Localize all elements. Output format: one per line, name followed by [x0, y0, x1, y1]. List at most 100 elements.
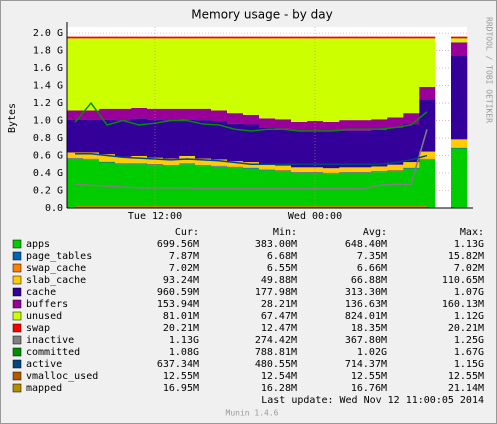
area-segment: [387, 170, 404, 172]
area-segment: [451, 139, 468, 148]
area-segment: [339, 120, 356, 131]
area-segment: [243, 38, 260, 115]
area-segment: [323, 131, 340, 169]
legend-stat: 16.28M: [261, 383, 297, 394]
area-segment: [275, 128, 292, 166]
legend-stat: 12.55M: [448, 371, 484, 382]
area-segment: [179, 36, 196, 39]
area-segment: [323, 36, 340, 39]
area-segment: [227, 166, 244, 168]
area-segment: [163, 164, 180, 166]
legend-stat: 824.01M: [345, 311, 387, 322]
area-segment: [339, 36, 356, 39]
legend-label: swap: [26, 323, 50, 334]
area-segment: [67, 38, 84, 111]
legend-stat: 16.95M: [163, 383, 199, 394]
area-segment: [179, 108, 196, 120]
area-segment: [83, 38, 100, 111]
area-segment: [195, 165, 212, 167]
stat-header: Min:: [273, 227, 297, 238]
area-segment: [67, 158, 84, 160]
area-segment: [211, 166, 228, 167]
area-segment: [355, 120, 372, 131]
area-segment: [179, 163, 196, 165]
area-segment: [211, 159, 228, 166]
legend-stat: 7.35M: [357, 251, 387, 262]
area-segment: [195, 38, 212, 109]
y-tick-label: 1.2 G: [33, 98, 63, 109]
area-segment: [243, 167, 260, 169]
area-segment: [291, 172, 308, 174]
area-segment: [163, 120, 180, 159]
area-segment: [451, 42, 468, 56]
area-segment: [259, 118, 276, 128]
legend-stat: 1.13G: [454, 239, 484, 250]
area-segment: [243, 124, 260, 163]
y-tick-label: 0.2 G: [33, 186, 63, 197]
area-segment: [163, 158, 180, 165]
legend-stat: 7.87M: [169, 251, 199, 262]
legend-swatch: [12, 335, 22, 345]
area-segment: [355, 38, 372, 121]
legend-stat: 960.59M: [157, 287, 199, 298]
area-segment: [371, 38, 388, 120]
area-segment: [227, 161, 244, 167]
area-segment: [403, 168, 420, 208]
area-segment: [115, 36, 132, 39]
legend-label: vmalloc_used: [26, 371, 98, 382]
area-segment: [451, 38, 468, 43]
legend-label: swap_cache: [26, 263, 86, 274]
area-segment: [259, 38, 276, 119]
area-segment: [115, 120, 132, 157]
area-segment: [323, 172, 340, 174]
area-segment: [163, 36, 180, 39]
legend-stat: 714.37M: [345, 359, 387, 370]
area-segment: [323, 38, 340, 122]
area-segment: [291, 121, 308, 131]
area-segment: [195, 120, 212, 159]
legend-label: committed: [26, 347, 80, 358]
area-segment: [115, 163, 132, 165]
legend-stat: 1.12G: [454, 311, 484, 322]
legend-stat: 67.47M: [261, 311, 297, 322]
legend-stat: 18.35M: [351, 323, 387, 334]
area-segment: [307, 130, 324, 168]
area-segment: [403, 36, 420, 39]
legend-stat: 66.88M: [351, 275, 387, 286]
area-segment: [227, 167, 244, 168]
stat-header: Avg:: [363, 227, 387, 238]
area-segment: [387, 169, 404, 171]
y-tick-label: 1.6 G: [33, 63, 63, 74]
area-segment: [195, 158, 212, 165]
area-segment: [307, 171, 324, 173]
legend-stat: 16.76M: [351, 383, 387, 394]
area-segment: [211, 120, 228, 160]
legend-swatch: [12, 311, 22, 321]
area-segment: [83, 152, 100, 159]
area-segment: [355, 36, 372, 39]
area-segment: [291, 173, 308, 208]
area-segment: [131, 38, 148, 108]
legend-label: buffers: [26, 299, 68, 310]
area-segment: [211, 36, 228, 39]
area-segment: [243, 167, 260, 168]
area-segment: [147, 163, 164, 165]
area-segment: [99, 119, 116, 155]
area-segment: [67, 157, 84, 159]
area-segment: [211, 166, 228, 208]
legend-stat: 6.55M: [267, 263, 297, 274]
legend-label: slab_cache: [26, 275, 86, 286]
area-segment: [323, 173, 340, 208]
area-segment: [99, 161, 116, 162]
legend-stat: 699.56M: [157, 239, 199, 250]
version: Munin 1.4.6: [226, 409, 279, 418]
area-segment: [371, 36, 388, 39]
area-segment: [195, 164, 212, 166]
area-segment: [163, 165, 180, 167]
legend-swatch: [12, 251, 22, 261]
legend-stat: 648.40M: [345, 239, 387, 250]
area-segment: [147, 157, 164, 164]
legend-stat: 153.94M: [157, 299, 199, 310]
area-segment: [339, 173, 356, 208]
area-segment: [275, 169, 292, 171]
